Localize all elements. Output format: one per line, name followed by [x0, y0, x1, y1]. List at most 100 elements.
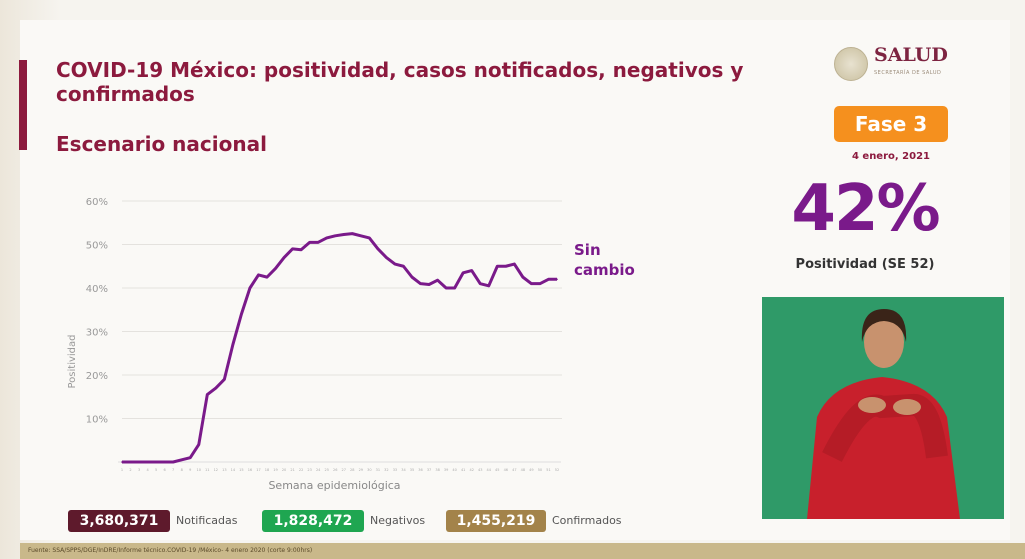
data-point: [470, 269, 473, 272]
page-subtitle: Escenario nacional: [56, 132, 267, 156]
data-point: [411, 276, 413, 278]
data-point: [513, 263, 516, 265]
y-axis-label: Positividad: [67, 335, 78, 389]
x-tick-label: 45: [495, 468, 499, 472]
data-point: [351, 232, 354, 235]
x-tick-label: 51: [546, 468, 550, 472]
x-tick-label: 13: [222, 468, 226, 472]
data-point: [547, 278, 550, 281]
confirmed-count: 1,455,219: [446, 510, 546, 532]
logo-name: SALUD: [874, 44, 948, 66]
sign-language-interpreter-video: [762, 297, 1004, 519]
seal-icon: [834, 47, 868, 81]
annotation-line2: cambio: [574, 261, 635, 279]
x-tick-label: 24: [316, 468, 321, 472]
data-point: [155, 461, 157, 463]
x-tick-label: 52: [555, 468, 559, 472]
data-point: [197, 443, 200, 446]
x-tick-label: 44: [487, 468, 492, 472]
data-point: [325, 237, 328, 239]
data-point: [334, 235, 337, 237]
x-tick-label: 22: [299, 468, 303, 472]
data-point: [180, 459, 183, 461]
x-tick-label: 39: [444, 468, 448, 472]
data-point: [445, 287, 447, 289]
x-axis-label: Semana epidemiológica: [268, 479, 400, 492]
data-point: [274, 267, 277, 270]
x-tick-label: 29: [359, 468, 363, 472]
title-accent-bar: [19, 60, 27, 150]
data-point: [138, 461, 140, 463]
x-tick-label: 30: [367, 468, 371, 472]
data-point: [530, 282, 533, 285]
positivity-chart: 10%20%30%40%50%60%1 2 3 4 5 6 7 8 9 10 11 12 13 14 15 1…: [67, 197, 562, 492]
positivity-line: [122, 232, 557, 464]
x-tick-label: 3: [138, 468, 140, 472]
x-tick-label: 19: [273, 468, 277, 472]
x-tick-label: 2: [129, 468, 131, 472]
data-point: [394, 263, 396, 265]
data-point: [232, 343, 234, 346]
data-point: [462, 271, 464, 274]
data-point: [377, 248, 379, 250]
data-point: [496, 265, 499, 268]
x-tick-label: 32: [384, 468, 388, 472]
y-tick-label: 10%: [86, 415, 108, 426]
data-point: [453, 287, 456, 289]
x-tick-label: 46: [504, 468, 508, 472]
data-point: [556, 278, 558, 281]
negative-count: 1,828,472: [262, 510, 364, 532]
x-tick-label: 35: [410, 468, 414, 472]
data-point: [308, 241, 311, 244]
data-point: [223, 378, 226, 381]
y-tick-label: 40%: [86, 284, 108, 295]
positivity-value: 42%: [791, 172, 940, 246]
x-tick-label: 4: [146, 468, 149, 472]
source-footer: Fuente: SSA/SPPS/DGE/InDRE/Informe técni…: [20, 543, 1025, 559]
x-tick-label: 16: [248, 468, 252, 472]
data-point: [419, 282, 422, 285]
trend-annotation: Sin cambio: [574, 240, 635, 280]
data-point: [129, 461, 132, 463]
y-tick-label: 60%: [86, 197, 108, 208]
x-tick-label: 50: [538, 468, 542, 472]
salud-logo: SALUD SECRETARÍA DE SALUD: [834, 46, 948, 82]
x-tick-label: 38: [435, 468, 439, 472]
data-point: [146, 461, 149, 463]
phase-badge: Fase 3: [834, 106, 948, 142]
data-point: [342, 233, 345, 236]
x-tick-label: 34: [401, 468, 406, 472]
data-point: [240, 313, 243, 315]
negative-label: Negativos: [370, 514, 426, 527]
x-tick-label: 36: [418, 468, 422, 472]
data-point: [317, 241, 319, 244]
data-point: [368, 237, 371, 239]
y-tick-label: 50%: [86, 241, 108, 252]
x-tick-label: 41: [461, 468, 465, 472]
x-tick-label: 8: [181, 468, 183, 472]
page-title: COVID-19 México: positividad, casos noti…: [56, 58, 744, 106]
x-tick-label: 9: [189, 468, 191, 472]
x-tick-label: 33: [393, 468, 397, 472]
data-point: [206, 393, 209, 396]
data-point: [436, 279, 439, 281]
data-point: [479, 282, 482, 285]
data-point: [487, 285, 490, 287]
interpreter-figure: [807, 309, 960, 519]
x-tick-label: 37: [427, 468, 431, 472]
data-point: [163, 461, 166, 463]
x-tick-label: 11: [205, 468, 209, 472]
x-tick-label: 27: [342, 468, 346, 472]
data-point: [539, 282, 541, 285]
x-tick-label: 14: [231, 468, 236, 472]
x-tick-label: 20: [282, 468, 286, 472]
x-tick-label: 43: [478, 468, 482, 472]
x-tick-label: 12: [214, 468, 218, 472]
y-tick-label: 30%: [86, 328, 108, 339]
x-tick-label: 21: [290, 468, 294, 472]
x-tick-label: 5: [155, 468, 157, 472]
x-tick-label: 28: [350, 468, 354, 472]
notified-label: Notificadas: [176, 514, 238, 527]
data-point: [215, 387, 217, 389]
annotation-line1: Sin: [574, 241, 601, 259]
